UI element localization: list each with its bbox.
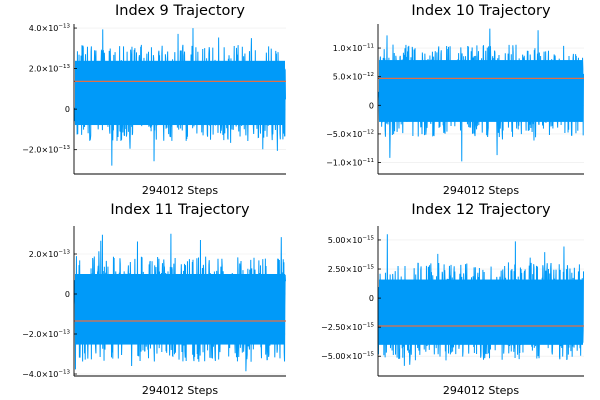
y-tick-label: 0	[65, 290, 70, 299]
subplot-3: 2.0×10−13 0 −2.0×10−13 −4.0×10−13 Index 11 T…	[22, 202, 286, 397]
y-tick-exponent: −13	[58, 64, 70, 70]
y-tick-exponent: −13	[58, 250, 70, 256]
subplot-title: Index 9 Trajectory	[115, 3, 245, 19]
y-tick-exponent: −12	[362, 72, 374, 78]
y-tick-exponent: −12	[362, 129, 374, 135]
y-tick-exponent: −11	[362, 44, 374, 50]
trajectory-core	[379, 279, 583, 345]
y-tick-label: −4.0×10−13	[22, 370, 70, 380]
x-axis-label: 294012 Steps	[443, 184, 520, 197]
y-tick-label: −1.0×10−11	[326, 158, 374, 168]
y-tick-label: −2.0×10−13	[22, 330, 70, 340]
trajectory-core	[75, 274, 285, 345]
y-tick-exponent: −15	[362, 265, 374, 271]
y-tick-exponent: −15	[362, 352, 374, 358]
subplot-title: Index 10 Trajectory	[411, 3, 551, 19]
y-tick-label: −2.50×10−15	[321, 323, 375, 333]
y-tick-label: 5.0×10−12	[333, 72, 374, 82]
y-tick-label: 2.0×10−13	[29, 250, 71, 260]
y-tick-exponent: −15	[362, 235, 374, 241]
y-tick-exponent: −13	[58, 24, 70, 30]
subplot-2: 1.0×10−11 5.0×10−12 0 −5.0×10−12 −1.0×10−11 I…	[326, 3, 584, 197]
subplot-1: 4.0×10−13 2.0×10−13 0 −2.0×10−13 Index 9 Tra…	[22, 3, 286, 197]
y-tick-exponent: −15	[362, 323, 374, 329]
y-tick-label: −5.0×10−12	[326, 129, 374, 139]
y-tick-exponent: −13	[58, 145, 70, 151]
y-tick-exponent: −11	[362, 158, 374, 164]
y-tick-label: 0	[369, 294, 374, 303]
y-tick-label: 2.50×10−15	[328, 265, 375, 275]
y-tick-label: 0	[369, 101, 374, 110]
y-tick-exponent: −13	[58, 370, 70, 376]
trajectory-core	[379, 60, 583, 122]
x-axis-label: 294012 Steps	[142, 184, 219, 197]
x-axis-label: 294012 Steps	[142, 384, 219, 397]
y-tick-label: 1.0×10−11	[333, 44, 374, 54]
y-tick-exponent: −13	[58, 330, 70, 336]
subplot-4: 5.00×10−15 2.50×10−15 0 −2.50×10−15 −5.00×10…	[321, 202, 584, 397]
y-tick-label: −5.00×10−15	[321, 352, 375, 362]
subplot-title: Index 12 Trajectory	[411, 202, 551, 218]
y-tick-label: 4.0×10−13	[29, 24, 71, 34]
y-tick-label: 0	[65, 105, 70, 114]
y-tick-label: 5.00×10−15	[328, 235, 375, 245]
subplot-title: Index 11 Trajectory	[110, 202, 250, 218]
y-tick-label: −2.0×10−13	[22, 145, 70, 155]
y-tick-label: 2.0×10−13	[29, 64, 71, 74]
trajectory-core	[75, 60, 285, 126]
x-axis-label: 294012 Steps	[443, 384, 520, 397]
